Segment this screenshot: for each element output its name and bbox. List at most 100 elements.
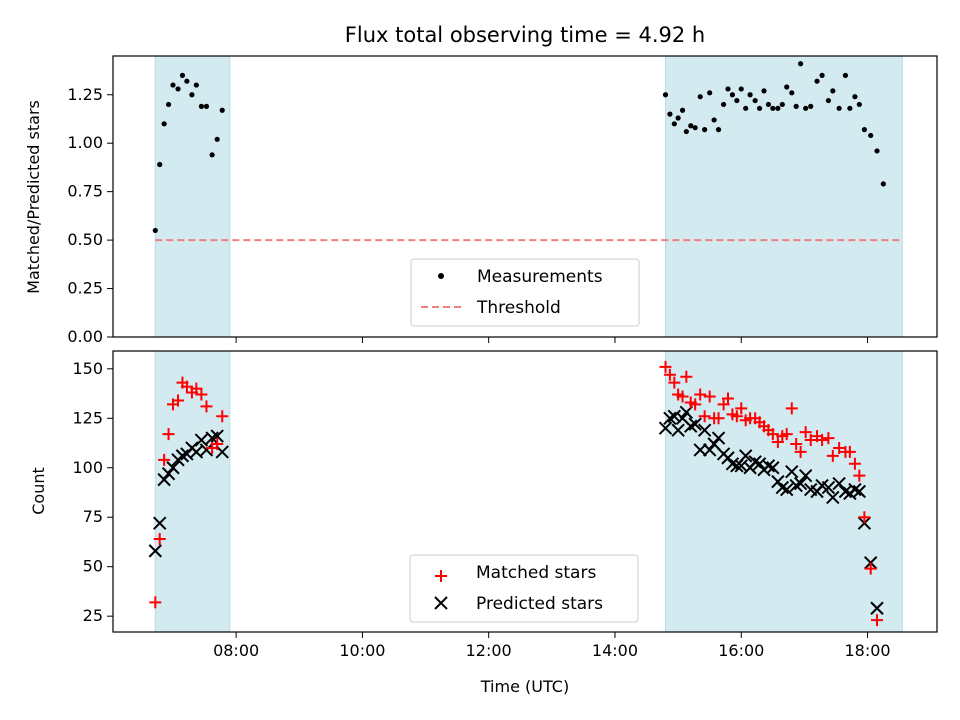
measurement-point — [868, 132, 874, 139]
top-legend-box — [410, 258, 640, 327]
matched-star-point — [689, 398, 702, 411]
measurement-point — [747, 92, 753, 98]
top-y-axis: 0.00 0.25 0.50 0.75 1.00 1.25 — [67, 85, 113, 346]
measurement-point — [692, 125, 698, 131]
predicted-star-point — [684, 419, 698, 433]
matched-star-point — [799, 426, 812, 439]
predicted-star-point — [821, 480, 836, 495]
measurement-point — [715, 127, 722, 133]
matched-star-point — [766, 428, 779, 441]
predicted-star-point — [697, 423, 712, 437]
bottom-legend: Matched stars Predicted stars — [409, 554, 639, 623]
measurement-point — [798, 61, 804, 67]
measurement-point — [683, 128, 689, 135]
threshold-legend-label: Threshold — [476, 298, 561, 318]
matched-star-point — [826, 449, 839, 462]
measurement-point — [725, 86, 731, 92]
shaded-interval — [154, 55, 231, 338]
measurement-point — [671, 121, 677, 127]
matched-star-point — [200, 400, 213, 413]
measurements-series — [152, 61, 886, 234]
predicted-star-point — [157, 472, 171, 487]
matched-star-point — [843, 445, 856, 458]
measurements-legend-label: Measurements — [477, 267, 603, 287]
predicted-star-point — [199, 443, 214, 457]
measurement-point — [814, 78, 820, 84]
top-legend: Measurements Threshold — [410, 258, 640, 327]
measurement-point — [880, 181, 886, 187]
measurement-point — [711, 117, 717, 123]
top-plot-frame — [112, 55, 938, 338]
x-tick-label: 14:00 — [592, 641, 638, 660]
measurement-point — [830, 88, 836, 94]
measurement-point — [667, 111, 673, 117]
measurement-point — [203, 103, 210, 109]
measurement-point — [765, 101, 772, 108]
measurement-point — [856, 101, 862, 108]
matched-star-point — [804, 434, 817, 447]
predicted-star-point — [166, 461, 180, 475]
measurement-point — [847, 105, 853, 111]
measurement-point — [729, 92, 736, 98]
matched-stars-legend-label: Matched stars — [476, 563, 596, 583]
top-x-ticks — [235, 337, 869, 343]
measurement-point — [738, 86, 744, 92]
measurement-point — [836, 105, 842, 111]
matched-star-point — [211, 438, 224, 451]
measurement-point — [170, 82, 176, 88]
predicted-star-point — [848, 482, 862, 497]
measurement-point — [770, 105, 776, 111]
x-tick-label: 18:00 — [844, 641, 890, 660]
bottom-y-label: Count — [29, 467, 48, 515]
measurement-point — [179, 72, 186, 78]
matched-star-point — [780, 428, 793, 441]
predicted-star-point — [766, 461, 780, 475]
predicted-star-point — [738, 449, 753, 463]
predicted-star-point — [775, 480, 790, 495]
measurements-legend-marker — [438, 273, 444, 279]
predicted-star-point — [693, 443, 707, 457]
predicted-star-point — [793, 476, 808, 491]
matched-star-point — [703, 390, 716, 403]
matched-star-point — [816, 434, 829, 447]
measurement-point — [214, 136, 220, 142]
matched-star-point — [676, 390, 689, 403]
measurement-point — [152, 227, 158, 234]
predicted-stars-legend-marker — [434, 596, 448, 610]
y-tick-label: 75 — [83, 507, 103, 526]
predicted-stars-legend-label: Predicted stars — [476, 594, 603, 614]
measurement-point — [861, 127, 867, 133]
chart-title: Flux total observing time = 4.92 h — [345, 23, 705, 47]
bottom-legend-box — [409, 554, 639, 623]
measurement-point — [779, 101, 785, 108]
measurement-point — [793, 103, 799, 109]
measurement-point — [761, 88, 767, 94]
measurement-point — [175, 86, 181, 92]
predicted-star-point — [658, 421, 673, 435]
matched-star-point — [216, 410, 229, 423]
predicted-star-point — [852, 484, 867, 499]
measurement-point — [697, 94, 703, 100]
measurement-point — [789, 90, 795, 96]
measurement-point — [198, 103, 204, 109]
y-tick-label: 50 — [83, 557, 103, 576]
matched-star-point — [822, 432, 835, 445]
predicted-star-point — [785, 465, 799, 479]
matched-star-point — [153, 532, 166, 545]
predicted-star-point — [832, 476, 846, 491]
y-tick-label: 150 — [72, 359, 103, 378]
x-axis-label: Time (UTC) — [480, 677, 569, 696]
y-tick-label: 100 — [72, 458, 103, 477]
predicted-star-point — [711, 431, 726, 445]
measurement-point — [675, 115, 681, 121]
matched-star-point — [659, 360, 672, 373]
y-tick-label: 1.25 — [67, 85, 103, 104]
matched-star-point — [195, 388, 208, 401]
measurement-point — [734, 97, 740, 104]
measurement-point — [193, 82, 199, 88]
predicted-star-point — [210, 429, 224, 443]
predicted-star-point — [688, 417, 702, 431]
measurement-point — [161, 121, 167, 127]
matched-star-point — [833, 441, 846, 454]
bottom-y-axis: 25 50 75 100 125 150 — [72, 359, 113, 625]
